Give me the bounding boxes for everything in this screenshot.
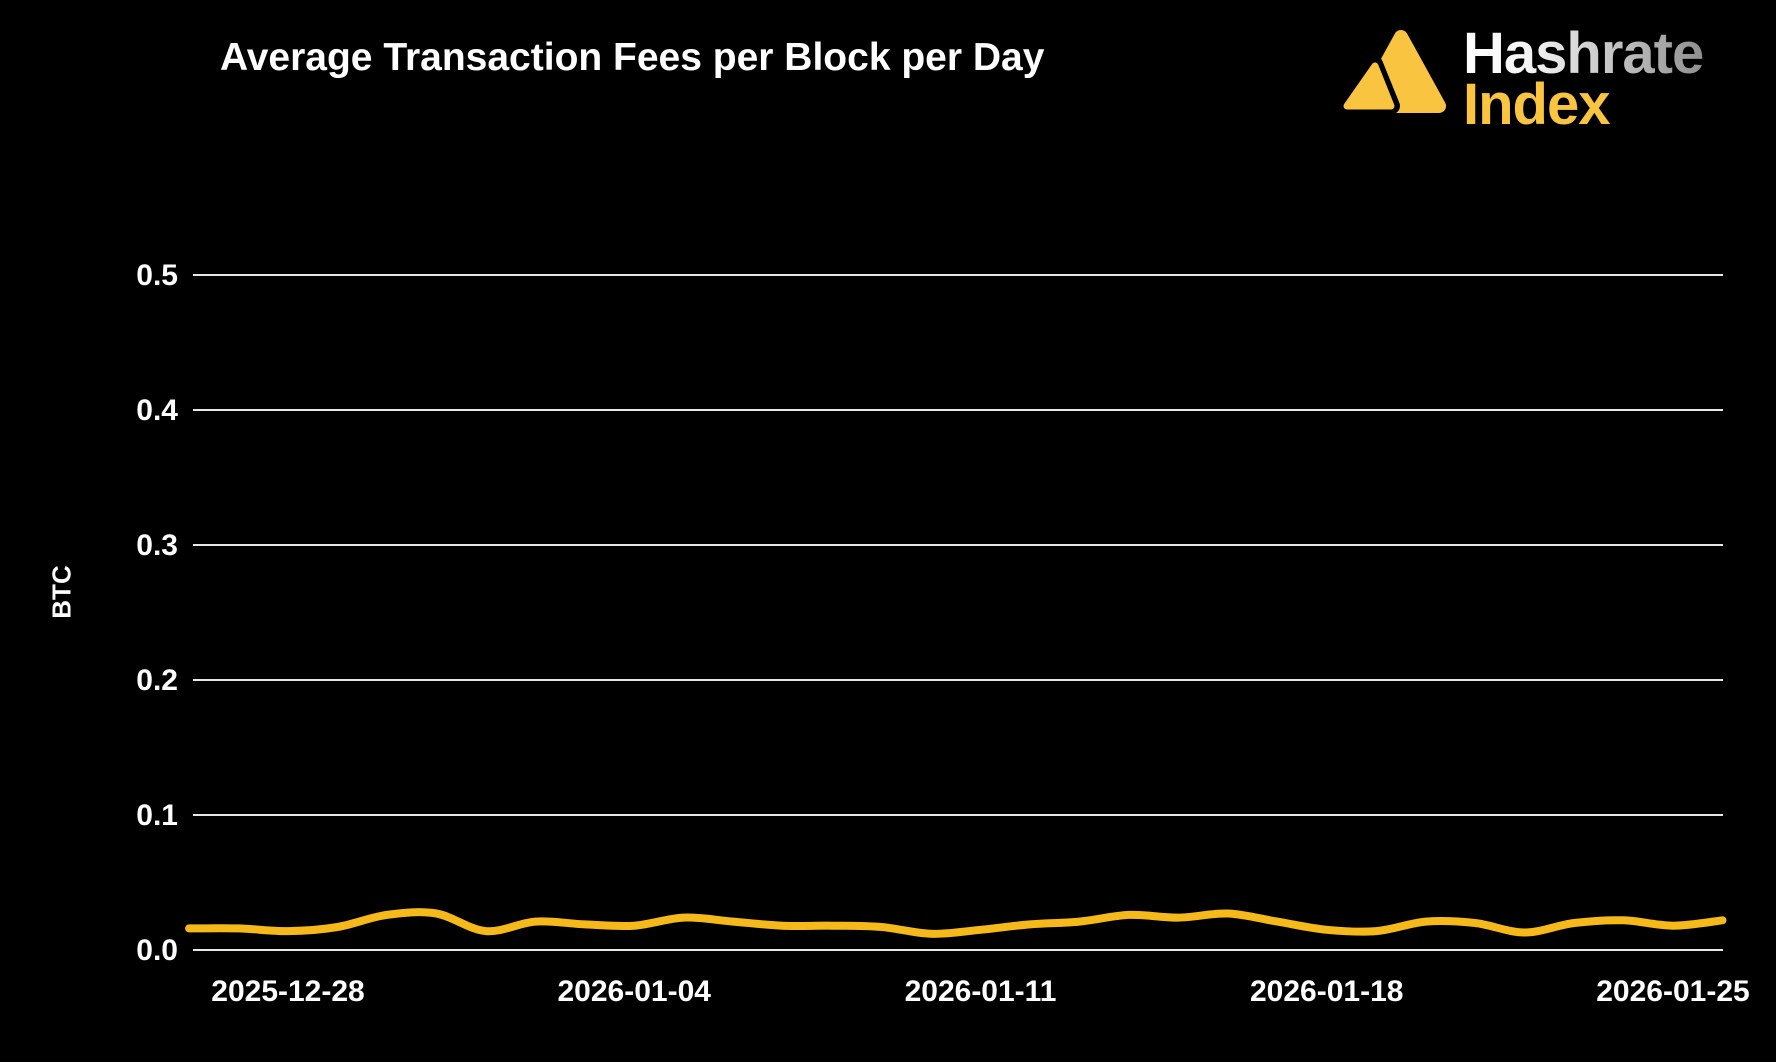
brand-name-index: Index — [1463, 72, 1611, 138]
x-tick-label: 2025-12-28 — [211, 975, 364, 1008]
chart-title: Average Transaction Fees per Block per D… — [220, 36, 1045, 79]
fees-line-series — [185, 908, 1727, 938]
y-tick-label: 0.5 — [136, 259, 178, 292]
hashrate-index-logo-icon — [1338, 30, 1446, 114]
y-tick-label: 0.4 — [136, 394, 178, 427]
y-tick-label: 0.0 — [136, 934, 178, 967]
x-tick-label: 2026-01-25 — [1596, 975, 1749, 1008]
brand-name-hashrate: Hashrate — [1463, 21, 1704, 86]
brand-logo: Hashrate Index — [1335, 21, 1704, 138]
y-tick-label: 0.1 — [136, 799, 178, 832]
x-tick-label: 2026-01-18 — [1250, 975, 1403, 1008]
y-tick-label: 0.3 — [136, 529, 178, 562]
brand-wordmark: Hashrate Index — [1463, 21, 1704, 138]
x-tick-label: 2026-01-11 — [905, 975, 1057, 1008]
y-tick-label: 0.2 — [136, 664, 178, 697]
logo-small-triangle — [1343, 62, 1395, 110]
x-tick-label: 2026-01-04 — [558, 975, 712, 1008]
